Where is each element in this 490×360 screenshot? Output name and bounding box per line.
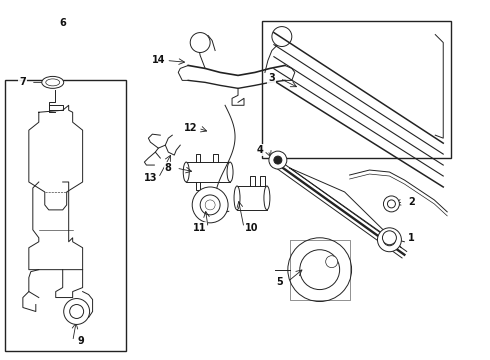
- Text: 11: 11: [194, 223, 207, 233]
- Text: 2: 2: [408, 197, 415, 207]
- Ellipse shape: [183, 162, 189, 182]
- Circle shape: [274, 156, 282, 164]
- Text: 12: 12: [183, 123, 197, 133]
- Circle shape: [192, 187, 228, 223]
- Circle shape: [384, 234, 395, 246]
- Ellipse shape: [264, 186, 270, 210]
- Ellipse shape: [227, 162, 233, 182]
- Circle shape: [190, 32, 210, 53]
- Circle shape: [288, 238, 352, 302]
- Circle shape: [388, 200, 395, 208]
- Circle shape: [272, 27, 292, 46]
- Ellipse shape: [46, 79, 60, 86]
- Text: 1: 1: [408, 233, 415, 243]
- Circle shape: [205, 200, 215, 210]
- Circle shape: [326, 256, 338, 268]
- Text: 6: 6: [59, 18, 66, 28]
- Circle shape: [200, 195, 220, 215]
- Circle shape: [383, 231, 396, 245]
- Circle shape: [70, 305, 84, 319]
- Text: 7: 7: [20, 77, 26, 87]
- Text: 3: 3: [269, 73, 275, 84]
- Bar: [5, 80, 126, 351]
- Text: 13: 13: [144, 173, 157, 183]
- Text: 8: 8: [165, 163, 172, 173]
- Circle shape: [384, 196, 399, 212]
- Circle shape: [300, 250, 340, 289]
- Text: 4: 4: [257, 145, 263, 155]
- Circle shape: [377, 228, 401, 252]
- Ellipse shape: [234, 186, 240, 210]
- Ellipse shape: [42, 76, 64, 88]
- Text: 10: 10: [245, 223, 259, 233]
- Circle shape: [64, 298, 90, 324]
- Text: 9: 9: [77, 336, 84, 346]
- Text: 5: 5: [276, 276, 283, 287]
- Text: 14: 14: [151, 55, 165, 66]
- Bar: [262, 21, 451, 158]
- Circle shape: [269, 151, 287, 169]
